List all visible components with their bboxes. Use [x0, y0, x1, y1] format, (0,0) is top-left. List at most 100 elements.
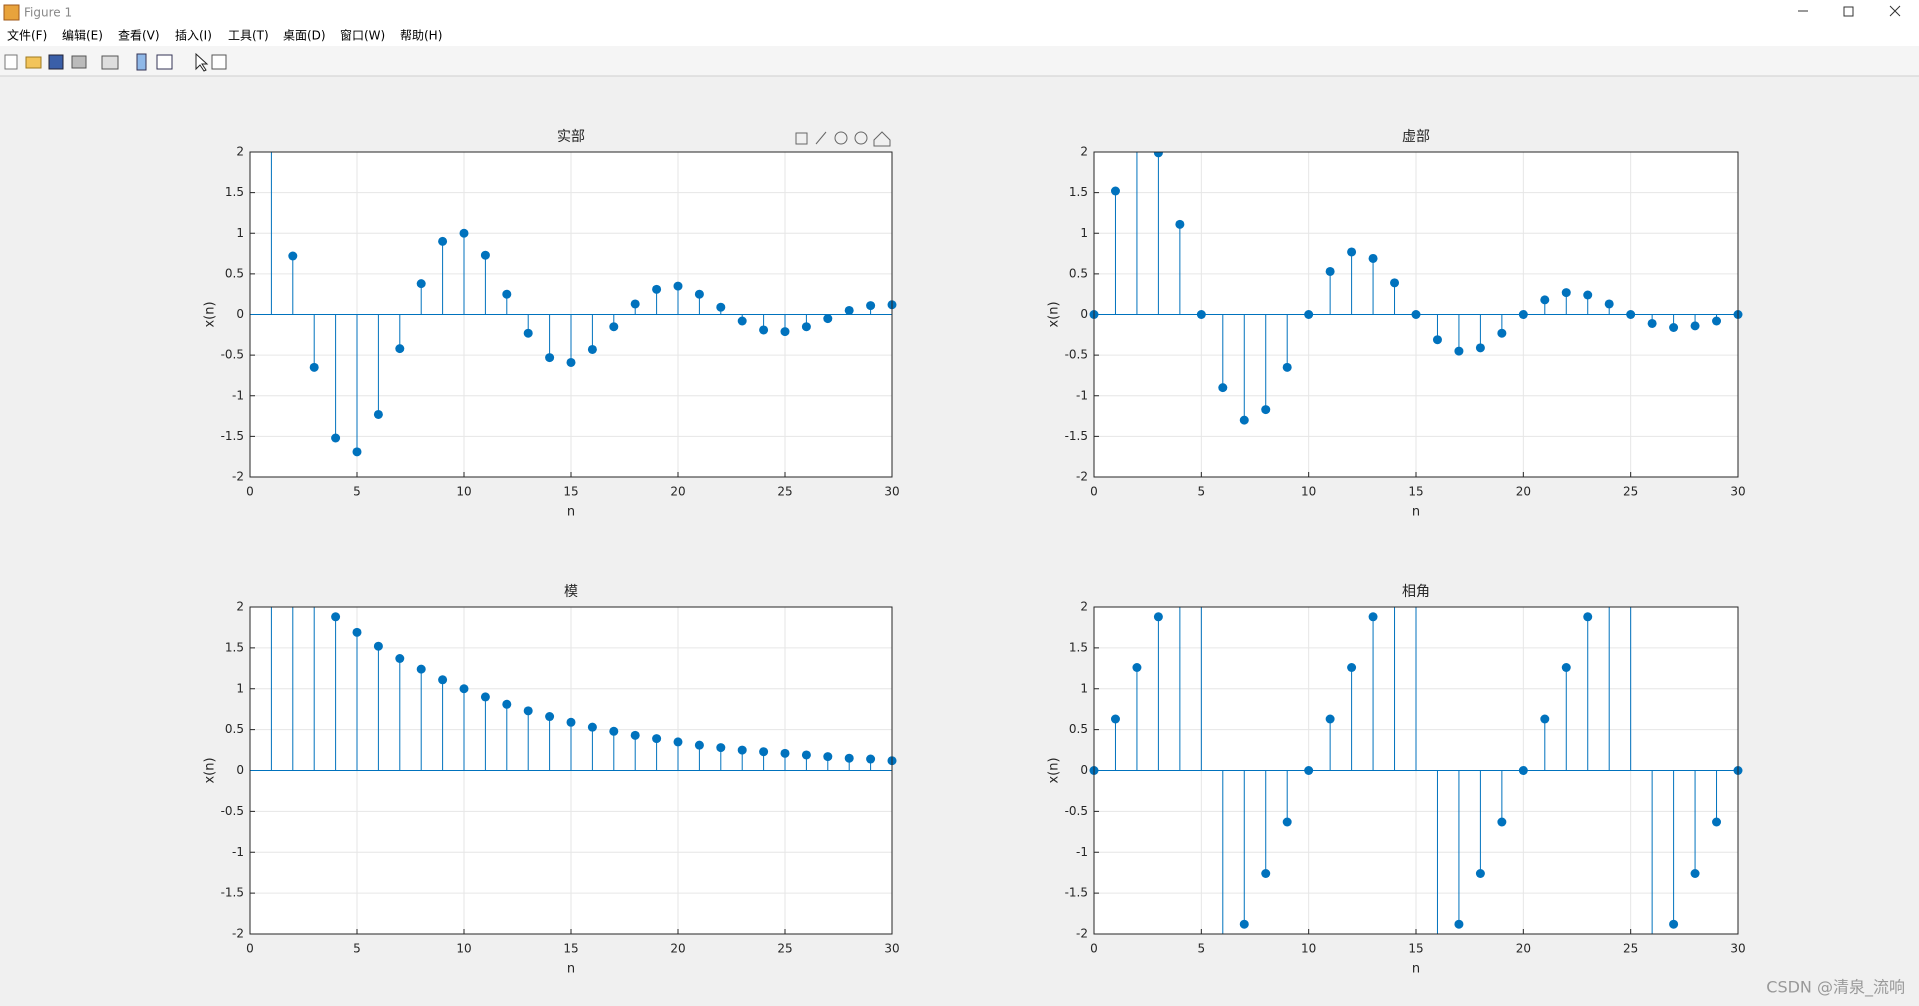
restore-button[interactable]	[1843, 6, 1854, 17]
stem-marker	[844, 305, 854, 315]
stem-marker	[1347, 247, 1357, 257]
data-tips-button[interactable]	[795, 132, 808, 145]
x-tick-label: 10	[456, 942, 471, 956]
menu-item[interactable]: 帮助(H)	[400, 29, 442, 43]
stem-marker	[480, 692, 490, 702]
stem-marker	[395, 344, 405, 354]
y-tick-label: 2	[1080, 145, 1088, 159]
stem-marker	[1261, 869, 1271, 879]
stem-marker	[694, 740, 704, 750]
open-button[interactable]	[25, 56, 42, 69]
stem-marker	[1561, 662, 1571, 672]
stem-marker	[630, 730, 640, 740]
y-tick-label: 1	[236, 226, 244, 240]
stem-marker	[523, 328, 533, 338]
close-button[interactable]	[1889, 5, 1901, 17]
stem-marker	[459, 228, 469, 238]
stem-marker	[1647, 318, 1657, 328]
y-tick-label: 1.5	[225, 185, 244, 199]
y-tick-label: -2	[1076, 927, 1088, 941]
x-axis-label: n	[567, 505, 575, 520]
stem-marker	[267, 555, 276, 564]
menu-item[interactable]: 文件(F)	[7, 28, 47, 43]
y-tick-label: 1	[1080, 226, 1088, 240]
stem-marker	[1218, 383, 1228, 393]
zoom-in-button[interactable]	[834, 131, 848, 145]
stem-marker	[1497, 328, 1507, 338]
x-tick-label: 30	[884, 485, 899, 499]
stem-marker	[866, 754, 876, 764]
stem-marker	[352, 447, 362, 457]
stem-marker	[1390, 561, 1399, 570]
y-tick-label: -1.5	[221, 429, 244, 443]
stem-marker	[630, 299, 640, 309]
home-button[interactable]	[873, 131, 891, 147]
y-tick-label: 0	[236, 307, 244, 321]
stem-marker	[373, 409, 383, 419]
x-tick-label: 5	[1198, 485, 1206, 499]
print-preview-button[interactable]	[101, 55, 119, 70]
x-tick-label: 10	[1301, 942, 1316, 956]
x-tick-label: 20	[1516, 942, 1531, 956]
stem-marker	[395, 654, 405, 664]
stem-marker	[523, 706, 533, 716]
x-tick-label: 0	[1090, 942, 1098, 956]
y-axis-label: x(n)	[1047, 301, 1062, 327]
chart-title: 相角	[1402, 584, 1430, 600]
stem-marker	[1282, 362, 1292, 372]
y-tick-label: 0	[1080, 307, 1088, 321]
edit-plot-button[interactable]	[195, 52, 209, 72]
menu-item[interactable]: 插入(I)	[175, 29, 212, 43]
x-tick-label: 5	[1198, 942, 1206, 956]
stem-marker	[844, 753, 854, 763]
save-button[interactable]	[48, 54, 64, 70]
stem-marker	[1175, 219, 1185, 229]
stem-marker	[759, 325, 769, 335]
stem-marker	[609, 726, 619, 736]
stem-marker	[267, 140, 276, 149]
y-tick-label: 2	[236, 145, 244, 159]
stem-marker	[866, 301, 876, 311]
y-tick-label: 0	[236, 763, 244, 777]
stem-marker	[545, 712, 555, 722]
print-button[interactable]	[71, 55, 87, 69]
menu-item[interactable]: 查看(V)	[118, 29, 160, 43]
stems	[246, 531, 897, 771]
toolbar	[0, 46, 1919, 76]
brush-button[interactable]	[815, 131, 827, 145]
stem-marker	[1282, 817, 1292, 827]
property-inspector-button[interactable]	[211, 54, 227, 70]
chart-title: 虚部	[1402, 129, 1430, 145]
stem-marker	[288, 251, 298, 261]
zoom-out-button[interactable]	[854, 131, 868, 145]
stem-marker	[737, 745, 747, 755]
stem-marker	[246, 531, 255, 540]
x-tick-label: 10	[1301, 485, 1316, 499]
menu-item[interactable]: 窗口(W)	[340, 29, 385, 43]
stem-marker	[1325, 266, 1335, 276]
new-button[interactable]	[4, 54, 18, 70]
stem-marker	[331, 433, 341, 443]
stem-marker	[331, 612, 341, 622]
menu-item[interactable]: 编辑(E)	[62, 28, 103, 43]
stem-marker	[373, 641, 383, 651]
y-tick-label: -0.5	[221, 804, 244, 818]
stem-marker	[1605, 561, 1614, 570]
axes: 0 5 10 15 20 25 30 -2 -1.5 -1 -0.5 0 0.5 1 1.5 2 模 n x(n)	[203, 531, 900, 977]
stem-marker	[780, 327, 790, 337]
stem-marker	[1153, 152, 1163, 158]
stem-marker	[1454, 919, 1464, 929]
stem-marker	[438, 675, 448, 685]
window-controls[interactable]	[1798, 5, 1901, 17]
colorbar-button[interactable]	[136, 53, 147, 71]
menu-item[interactable]: 桌面(D)	[283, 29, 326, 43]
stem-marker	[1712, 316, 1722, 326]
x-tick-label: 15	[1408, 942, 1423, 956]
menu-item[interactable]: 工具(T)	[228, 29, 269, 43]
y-tick-label: -0.5	[1065, 804, 1088, 818]
y-tick-label: 1	[1080, 681, 1088, 695]
legend-button[interactable]	[156, 54, 173, 70]
y-tick-label: -1	[1076, 388, 1088, 402]
stem-marker	[1712, 817, 1722, 827]
